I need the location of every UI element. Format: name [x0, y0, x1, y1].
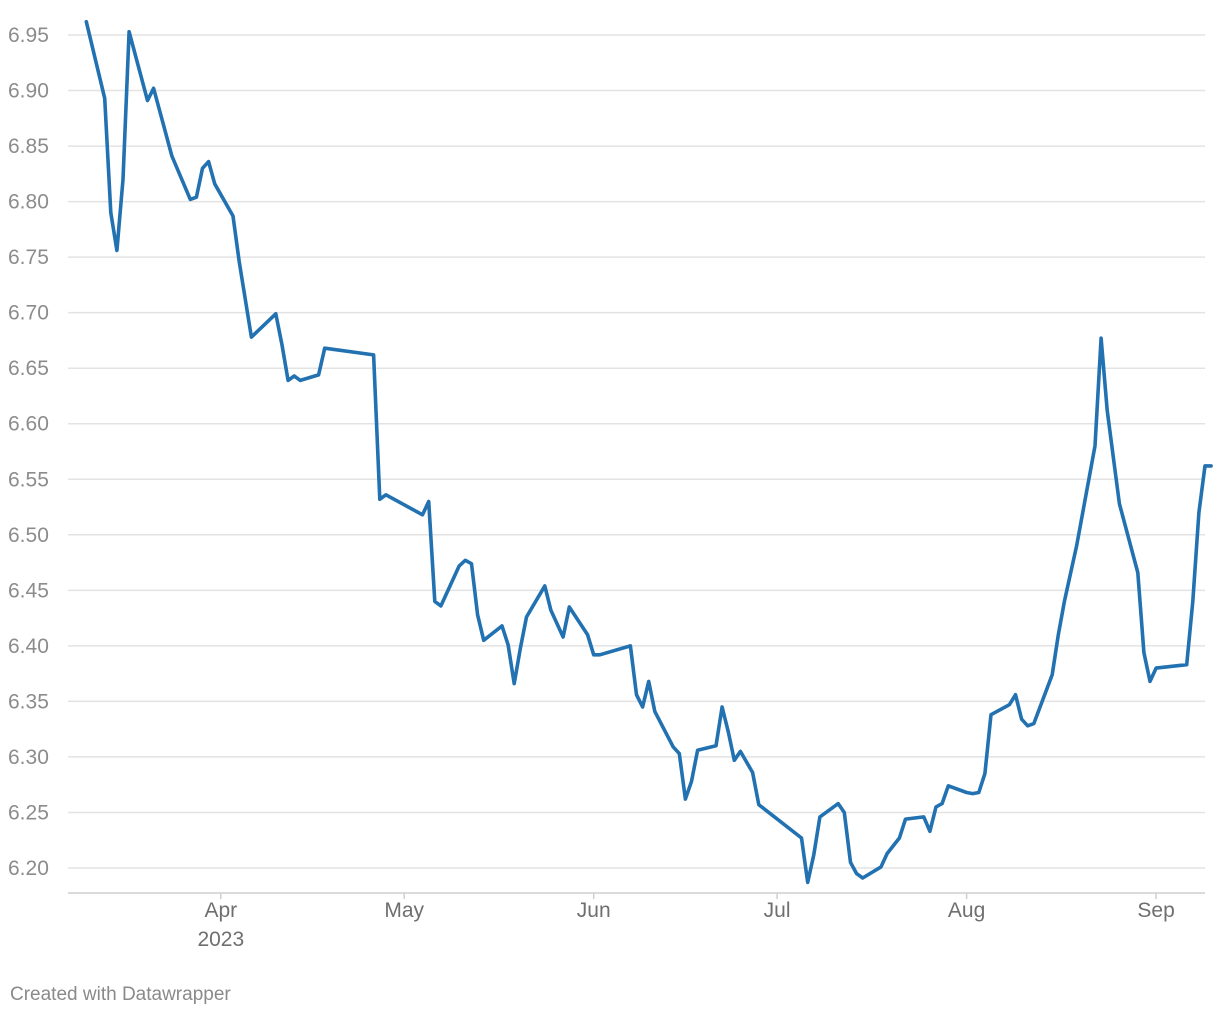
y-tick-label: 6.50	[8, 524, 49, 547]
x-tick-label: Apr	[204, 899, 237, 922]
x-tick-label: Jul	[764, 899, 791, 922]
y-axis-tick-labels: 6.20 6.25 6.30 6.35 6.40 6.45 6.50 6.55 6.60 6.65…	[8, 24, 49, 880]
x-tick-label: Jun	[577, 899, 611, 922]
y-tick-label: 6.60	[8, 413, 49, 436]
y-tick-label: 6.30	[8, 746, 49, 769]
x-tick-year-label: 2023	[197, 928, 244, 951]
credit-text: Created with Datawrapper	[10, 984, 231, 1005]
y-tick-label: 6.65	[8, 357, 49, 380]
y-tick-label: 6.80	[8, 191, 49, 214]
y-tick-label: 6.70	[8, 302, 49, 325]
y-tick-label: 6.55	[8, 468, 49, 491]
series-layer	[84, 19, 1213, 885]
y-tick-label: 6.35	[8, 690, 49, 713]
y-tick-label: 6.95	[8, 24, 49, 47]
y-tick-label: 6.85	[8, 135, 49, 158]
series-line	[84, 19, 1213, 885]
y-tick-label: 6.90	[8, 80, 49, 103]
y-tick-label: 6.45	[8, 579, 49, 602]
y-tick-label: 6.75	[8, 246, 49, 269]
y-tick-label: 6.40	[8, 635, 49, 658]
x-tick-label: Aug	[948, 899, 985, 922]
x-tick-label: Sep	[1137, 899, 1174, 922]
y-tick-label: 6.25	[8, 801, 49, 824]
gridlines	[68, 34, 1205, 894]
y-tick-label: 6.20	[8, 857, 49, 880]
x-tick-label: May	[384, 899, 424, 922]
x-axis-tick-labels: Apr 2023 May Jun Jul Aug Sep	[197, 893, 1175, 951]
